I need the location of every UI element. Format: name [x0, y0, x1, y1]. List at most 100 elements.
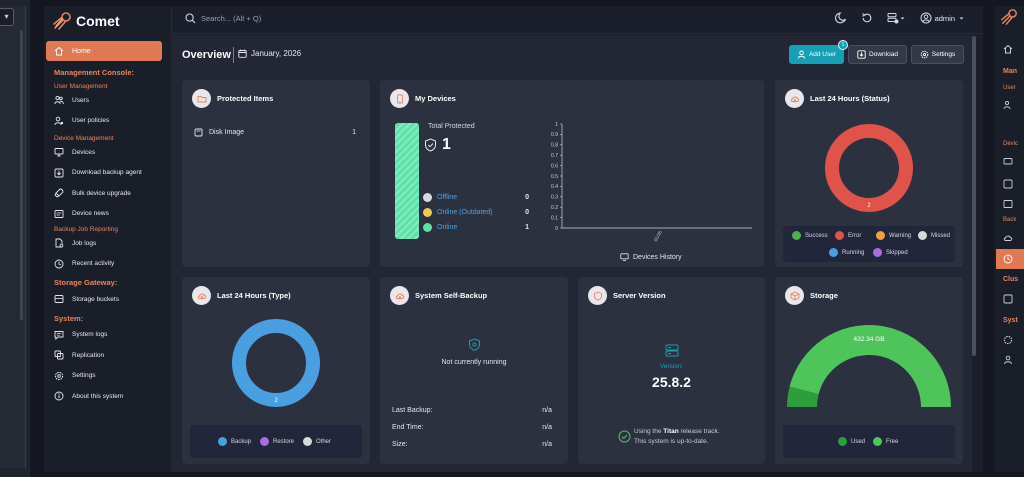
sidebar-item-devices[interactable]: Devices — [44, 142, 172, 163]
refresh-button[interactable] — [861, 12, 873, 24]
sidebar-item-system-logs[interactable]: System logs — [44, 325, 172, 346]
moon-icon — [834, 12, 846, 24]
sidebar-item-label: User policies — [72, 117, 110, 125]
devices-history-link[interactable]: Devices History — [620, 253, 682, 261]
y-tick-label: 0.7 — [551, 153, 558, 159]
donut-slice[interactable] — [232, 319, 320, 407]
sidebar-item-settings[interactable]: Settings — [44, 366, 172, 387]
storage-gauge-chart: 432.34 GB — [787, 325, 951, 407]
x-tick-label: 01/26 — [653, 230, 663, 243]
sidebar-item-user-policies[interactable]: User policies — [44, 111, 172, 132]
legend-item[interactable]: Missed — [918, 231, 950, 240]
sidebar-item-label: Replication — [72, 351, 105, 359]
total-protected-value: 1 — [442, 136, 451, 153]
rocket-icon — [54, 188, 64, 198]
search-input[interactable] — [201, 14, 341, 23]
brand[interactable]: Comet — [44, 6, 171, 36]
user-icon[interactable] — [1003, 355, 1013, 365]
system-self-backup-card: System Self-Backup Not currently running… — [380, 277, 568, 464]
scrollbar-thumb[interactable] — [972, 36, 976, 356]
legend-item[interactable]: Success — [792, 231, 828, 240]
monitor-icon — [620, 253, 629, 261]
user-menu-button[interactable]: admin — [920, 12, 965, 24]
kv-value: n/a — [542, 424, 552, 431]
bleed-text: Man — [1003, 68, 1017, 75]
protected-item-row[interactable]: Disk Image 1 — [194, 128, 356, 137]
y-tick-label: 0 — [555, 226, 558, 232]
legend-swatch — [303, 437, 312, 446]
legend-item[interactable]: Running — [829, 248, 864, 257]
add-user-button[interactable]: Add User 1 — [789, 40, 848, 64]
date-picker[interactable]: January, 2026 — [238, 49, 301, 58]
legend-label: Error — [848, 232, 862, 239]
sidebar-item-bulk-upgrade[interactable]: Bulk device upgrade — [44, 183, 172, 204]
legend-item[interactable]: Skipped — [873, 248, 908, 257]
sidebar-item-label: Settings — [72, 372, 96, 380]
sidebar-item-replication[interactable]: Replication — [44, 345, 172, 366]
sidebar-item-job-logs[interactable]: Job logs — [44, 233, 172, 254]
protected-item-count: 1 — [352, 129, 356, 136]
legend-item[interactable]: Backup — [218, 437, 251, 446]
brand-name: Comet — [76, 13, 120, 29]
legend-item[interactable]: Error — [835, 231, 861, 240]
chevron-down-icon[interactable]: ▾ — [0, 8, 14, 26]
device-status-row[interactable]: Online (Outdated) 0 — [423, 208, 529, 217]
gear-icon[interactable] — [1003, 335, 1013, 345]
track-name: Titan — [663, 428, 679, 435]
y-tick-label: 0.1 — [551, 215, 558, 221]
size-row: Size: n/a — [392, 441, 552, 448]
chevron-down-icon — [959, 17, 964, 19]
nav-section-management: Management Console: — [54, 68, 135, 77]
message-icon — [54, 330, 64, 340]
shield-icon — [469, 338, 480, 351]
sidebar-item-download-agent[interactable]: Download backup agent — [44, 163, 172, 184]
user-circle-icon — [920, 12, 932, 24]
last-24h-type-card: Last 24 Hours (Type) 2 Backup Restore Othe… — [182, 277, 370, 464]
sidebar-item-about[interactable]: About this system — [44, 386, 172, 407]
theme-toggle-button[interactable] — [834, 12, 847, 24]
home-icon[interactable] — [1003, 44, 1013, 54]
card-title: Storage — [810, 291, 838, 300]
sidebar-item-label: Download backup agent — [72, 169, 142, 177]
bleed-active-item[interactable] — [996, 249, 1024, 269]
donut-slice[interactable] — [825, 124, 913, 212]
sidebar-item-label: Storage buckets — [72, 295, 119, 303]
legend-item[interactable]: Warning — [876, 231, 911, 240]
legend-item[interactable]: Free — [873, 437, 898, 446]
server-menu-button[interactable] — [887, 12, 906, 24]
clock-icon[interactable] — [1003, 254, 1013, 264]
expand-icon[interactable] — [1003, 294, 1013, 304]
news-icon[interactable] — [1003, 199, 1013, 209]
gauge-segment[interactable] — [789, 325, 951, 407]
check-circle-icon — [618, 430, 631, 443]
sidebar-item-device-news[interactable]: Device news — [44, 204, 172, 225]
download-icon[interactable] — [1003, 179, 1013, 189]
device-status-row[interactable]: Offline 0 — [423, 193, 529, 202]
sidebar: Comet Home Management Console: User Mana… — [44, 6, 172, 472]
users-icon[interactable] — [1003, 100, 1013, 110]
shield-check-icon — [425, 138, 436, 152]
legend-label: Running — [842, 249, 865, 256]
legend-item[interactable]: Other — [303, 437, 331, 446]
legend-item[interactable]: Used — [838, 437, 865, 446]
legend-swatch — [873, 437, 882, 446]
status-label: Online — [437, 224, 458, 231]
content-scrollbar[interactable] — [972, 36, 976, 471]
sidebar-item-storage-buckets[interactable]: Storage buckets — [44, 289, 172, 310]
sidebar-item-users[interactable]: Users — [44, 90, 172, 111]
legend-label: Other — [316, 438, 332, 445]
legend-swatch — [218, 437, 227, 446]
settings-button[interactable]: Settings — [911, 45, 964, 64]
legend-item[interactable]: Restore — [260, 437, 294, 446]
box-icon — [785, 286, 804, 305]
cloud-icon[interactable] — [1003, 233, 1013, 243]
download-button[interactable]: Download — [848, 45, 907, 64]
sidebar-item-recent-activity[interactable]: Recent activity — [44, 254, 172, 275]
gauge-segment[interactable] — [787, 386, 819, 407]
monitor-icon[interactable] — [1003, 157, 1013, 167]
background-scrollbar[interactable] — [20, 30, 23, 320]
legend-swatch — [829, 248, 838, 257]
sidebar-item-home[interactable]: Home — [46, 41, 162, 61]
bleed-text: Devic — [1003, 141, 1019, 147]
device-status-row[interactable]: Online 1 — [423, 223, 529, 232]
